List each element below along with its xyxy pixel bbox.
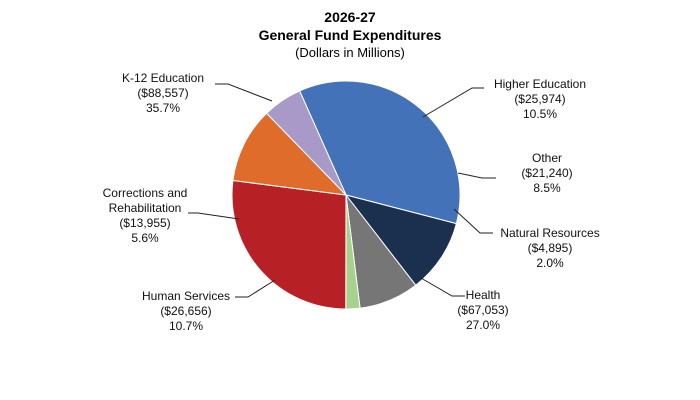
slice-health bbox=[231, 179, 347, 310]
label-corrections-percent: 5.6% bbox=[131, 231, 159, 245]
label-human-percent: 10.7% bbox=[169, 319, 203, 333]
chart-units-note: (Dollars in Millions) bbox=[295, 45, 405, 60]
label-corrections-amount: ($13,955) bbox=[119, 216, 170, 230]
leader-other bbox=[457, 172, 496, 179]
leader-health bbox=[420, 277, 465, 297]
label-natural-name: Natural Resources bbox=[500, 226, 599, 240]
label-human-amount: ($26,656) bbox=[160, 304, 211, 318]
pie-slices bbox=[231, 80, 461, 310]
label-natural-percent: 2.0% bbox=[536, 256, 564, 270]
label-health-amount: ($67,053) bbox=[457, 303, 508, 317]
label-other: Other ($21,240) 8.5% bbox=[521, 151, 572, 195]
label-higher-percent: 10.5% bbox=[523, 107, 557, 121]
label-natural-amount: ($4,895) bbox=[528, 241, 573, 255]
label-corrections-name-line1: Corrections and bbox=[103, 186, 188, 200]
slice-human-services bbox=[232, 112, 348, 196]
leader-lines bbox=[188, 83, 496, 298]
label-k12-percent: 35.7% bbox=[146, 101, 180, 115]
label-other-amount: ($21,240) bbox=[521, 166, 572, 180]
leader-corrections bbox=[188, 212, 240, 220]
label-corrections-rehabilitation: Corrections and Rehabilitation ($13,955)… bbox=[103, 186, 188, 245]
label-health-name: Health bbox=[466, 288, 501, 302]
label-other-name: Other bbox=[532, 151, 562, 165]
chart-title: 2026-27 bbox=[324, 9, 376, 25]
label-k12-education: K-12 Education ($88,557) 35.7% bbox=[122, 71, 204, 115]
leader-higher-education bbox=[422, 87, 484, 118]
label-natural-resources: Natural Resources ($4,895) 2.0% bbox=[500, 226, 599, 270]
slice-higher-education bbox=[344, 194, 457, 286]
label-other-percent: 8.5% bbox=[533, 181, 561, 195]
label-higher-amount: ($25,974) bbox=[514, 92, 565, 106]
slice-corrections bbox=[265, 90, 347, 196]
label-human-services: Human Services ($26,656) 10.7% bbox=[142, 289, 230, 333]
label-higher-name: Higher Education bbox=[494, 77, 586, 91]
leader-human-services bbox=[235, 279, 276, 298]
label-corrections-name-line2: Rehabilitation bbox=[109, 201, 182, 215]
chart-subtitle: General Fund Expenditures bbox=[259, 27, 442, 43]
label-higher-education: Higher Education ($25,974) 10.5% bbox=[494, 77, 586, 121]
label-k12-amount: ($88,557) bbox=[137, 86, 188, 100]
slice-k12 bbox=[298, 80, 461, 225]
leader-natural-resources bbox=[453, 208, 493, 234]
label-human-name: Human Services bbox=[142, 289, 230, 303]
label-health-percent: 27.0% bbox=[466, 318, 500, 332]
leader-k12 bbox=[215, 83, 273, 102]
label-health: Health ($67,053) 27.0% bbox=[457, 288, 508, 332]
label-k12-name: K-12 Education bbox=[122, 71, 204, 85]
